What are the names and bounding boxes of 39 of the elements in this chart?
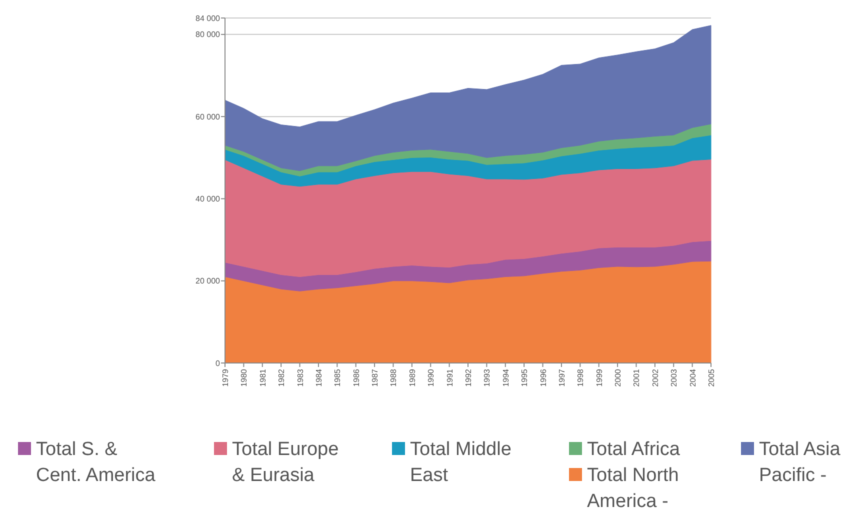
x-tick-label: 1997	[557, 368, 566, 387]
legend-label: Total Middle East	[410, 439, 517, 486]
x-tick-label: 1998	[576, 368, 586, 387]
y-tick-label: 0	[216, 358, 221, 368]
y-tick-label: 20 000	[196, 276, 221, 286]
legend-label: Total Europe & Eurasia	[232, 439, 344, 486]
y-tick-label: 80 000	[196, 30, 221, 40]
x-tick-label: 2001	[632, 368, 642, 387]
x-tick-label: 1988	[389, 368, 398, 387]
x-tick-label: 2003	[670, 368, 679, 387]
legend-label: Total Asia Pacific -	[759, 439, 846, 486]
legend-label: Total S. & Cent. America	[36, 439, 156, 486]
x-tick-label: 1989	[408, 368, 417, 387]
x-tick-label: 1984	[314, 368, 324, 387]
x-tick-label: 2004	[688, 368, 698, 387]
x-tick-label: 1983	[296, 368, 305, 387]
x-tick-label: 1994	[501, 368, 510, 387]
x-tick-label: 2000	[614, 368, 623, 387]
y-tick-label: 84 000	[196, 14, 221, 23]
x-tick-label: 1986	[352, 368, 361, 387]
x-tick-label: 2005	[707, 368, 716, 387]
x-tick-label: 1992	[464, 368, 473, 387]
x-tick-label: 1991	[445, 368, 454, 387]
y-tick-label: 60 000	[196, 112, 221, 122]
legend-label: Total North America -	[587, 465, 684, 512]
x-tick-label: 2002	[650, 368, 660, 387]
x-tick-label: 1985	[333, 368, 342, 387]
x-tick-label: 1995	[520, 368, 530, 387]
x-tick-label: 1999	[594, 368, 604, 387]
x-tick-label: 1993	[482, 368, 492, 387]
x-tick-label: 1982	[277, 368, 286, 387]
x-tick-label: 1987	[370, 368, 380, 387]
x-tick-label: 1996	[538, 368, 548, 387]
y-tick-label: 40 000	[196, 194, 221, 204]
x-tick-label: 1990	[426, 368, 436, 387]
legend-label: Total Africa	[587, 439, 680, 460]
x-tick-label: 1981	[258, 368, 268, 387]
x-tick-label: 1979	[221, 368, 230, 387]
x-tick-label: 1980	[240, 368, 249, 387]
